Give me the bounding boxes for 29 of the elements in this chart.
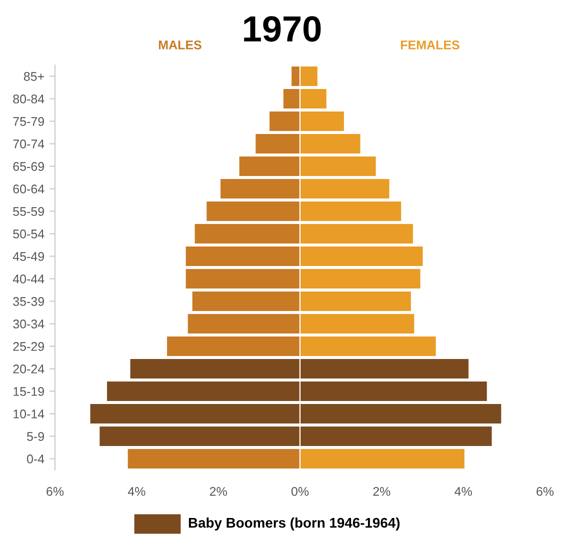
- x-tick-label: 2%: [373, 486, 390, 496]
- y-tick-label: 0-4: [27, 454, 44, 464]
- y-tick-label: 5-9: [27, 432, 44, 441]
- chart-title: 1970: [244, 16, 321, 42]
- y-tick-label: 45-49: [12, 252, 44, 261]
- y-tick-label: 80-84: [13, 94, 44, 104]
- x-tick-label: 4%: [128, 487, 146, 496]
- y-tick-label: 50-54: [13, 230, 44, 238]
- y-tick-label: 35-39: [13, 297, 44, 306]
- text: FEMALES: [400, 40, 460, 50]
- y-tick-label: 85+: [24, 72, 44, 81]
- y-tick-label: 20-24: [13, 364, 44, 374]
- y-tick-label: 70-74: [13, 140, 44, 148]
- y-tick-label: 55-59: [13, 207, 44, 216]
- y-tick-label: 25-29: [13, 342, 44, 351]
- x-tick-label: 0%: [291, 486, 309, 496]
- x-tick-label: 6%: [46, 486, 64, 496]
- x-tick-label: 2%: [210, 486, 227, 496]
- x-tick-label: 6%: [536, 486, 554, 496]
- x-tick-label: 4%: [454, 487, 472, 496]
- y-tick-label: 40-44: [12, 274, 44, 284]
- text: MALES: [158, 40, 202, 50]
- y-tick-label: 15-19: [14, 387, 44, 396]
- y-tick-label: 75-79: [13, 117, 44, 126]
- y-tick-label: 65-69: [13, 162, 44, 171]
- y-tick-label: 30-34: [13, 320, 44, 328]
- text: Baby Boomers (born 1946-1964): [188, 518, 400, 530]
- y-tick-label: 10-14: [14, 410, 44, 418]
- y-tick-label: 60-64: [13, 184, 44, 194]
